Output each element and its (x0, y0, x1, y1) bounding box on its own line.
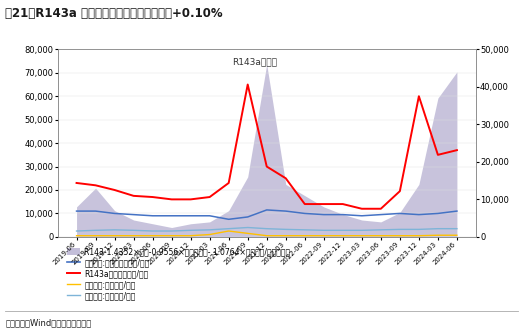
Text: 数据来源：Wind、开源证券研究所: 数据来源：Wind、开源证券研究所 (5, 318, 92, 327)
Legend: R143-1.4352×电石-0.9556×无水氢氟酸- 1.0764×氯气（元/吨，右轴）, 参考价格:无水氢氟酸（元/吨）, R143a永和报价（元/吨）,: R143-1.4352×电石-0.9556×无水氢氟酸- 1.0764×氯气（元… (66, 247, 290, 300)
Text: 图21：R143a 价格、价差分别较上周持平、+0.10%: 图21：R143a 价格、价差分别较上周持平、+0.10% (5, 7, 223, 20)
Text: R143a价差图: R143a价差图 (232, 57, 277, 66)
